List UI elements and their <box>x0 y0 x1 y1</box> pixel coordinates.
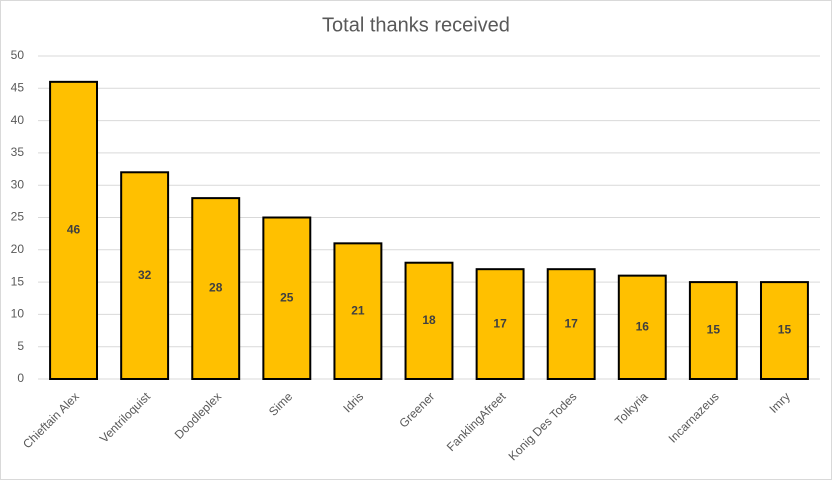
y-tick-label: 40 <box>11 113 25 127</box>
chart-title: Total thanks received <box>322 14 510 36</box>
data-label: 16 <box>636 319 650 333</box>
y-tick-label: 45 <box>11 80 25 94</box>
y-tick-label: 20 <box>11 242 25 256</box>
data-label: 28 <box>209 281 223 295</box>
bar <box>49 80 99 380</box>
bar <box>688 281 738 381</box>
data-label: 32 <box>138 268 152 282</box>
bar <box>475 268 525 380</box>
bar <box>546 268 596 380</box>
y-tick-label: 15 <box>11 274 25 288</box>
bar <box>262 216 312 380</box>
y-tick-label: 50 <box>11 48 25 62</box>
bar <box>333 242 383 380</box>
data-label: 21 <box>351 303 365 317</box>
data-label: 15 <box>778 323 792 337</box>
data-label: 17 <box>565 316 579 330</box>
bar <box>191 197 241 380</box>
bar <box>617 274 667 381</box>
data-label: 17 <box>493 316 507 330</box>
bar <box>404 261 454 380</box>
bar <box>120 171 170 380</box>
y-tick-label: 0 <box>17 371 24 385</box>
data-label: 46 <box>67 223 81 237</box>
y-tick-label: 5 <box>17 339 24 353</box>
y-tick-label: 10 <box>11 307 25 321</box>
y-tick-label: 25 <box>11 210 25 224</box>
y-tick-label: 35 <box>11 145 25 159</box>
data-label: 15 <box>707 323 721 337</box>
data-label: 25 <box>280 290 294 304</box>
data-label: 18 <box>422 313 436 327</box>
bar <box>759 281 809 381</box>
y-tick-label: 30 <box>11 177 25 191</box>
